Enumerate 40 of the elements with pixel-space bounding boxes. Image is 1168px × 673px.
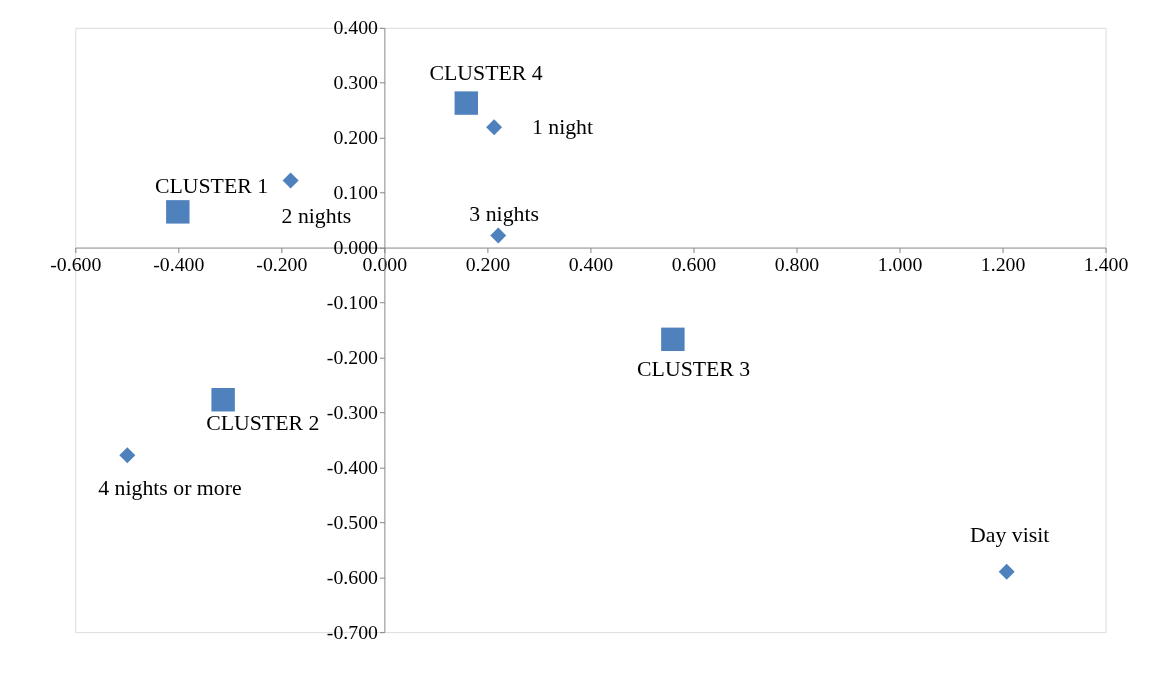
point xyxy=(661,327,685,352)
x-tick-label: 0.800 xyxy=(774,252,820,275)
y-tick-label: -0.100 xyxy=(326,290,379,313)
annotation: CLUSTER 2 xyxy=(206,411,320,436)
x-tick-label: -0.200 xyxy=(256,252,308,275)
annotation: Day visit xyxy=(970,522,1050,547)
x-tick-label: 1.200 xyxy=(980,252,1026,275)
point xyxy=(454,91,479,115)
y-tick-label: -0.500 xyxy=(326,510,379,533)
y-tick-label: -0.600 xyxy=(326,565,379,588)
point xyxy=(998,563,1015,580)
annotation: CLUSTER 3 xyxy=(637,356,751,381)
x-tick-label: 1.400 xyxy=(1083,252,1129,275)
y-tick-label: 0.000 xyxy=(333,236,379,259)
annotation: 4 nights or more xyxy=(98,475,242,500)
annotation: 2 nights xyxy=(281,204,352,229)
y-tick-label: 0.200 xyxy=(333,126,379,149)
point xyxy=(211,388,235,412)
point xyxy=(490,227,507,244)
y-tick-label: -0.700 xyxy=(326,620,379,643)
x-tick-label: -0.600 xyxy=(50,252,102,275)
annotation: CLUSTER 1 xyxy=(154,174,269,199)
y-tick-label: -0.300 xyxy=(326,400,379,423)
y-tick-label: 0.400 xyxy=(333,16,379,39)
y-tick-label: 0.300 xyxy=(333,71,379,94)
x-tick-label: 0.200 xyxy=(465,252,511,275)
y-tick-label: -0.400 xyxy=(326,455,379,478)
y-tick-label: 0.100 xyxy=(333,181,379,204)
annotation: 1 night xyxy=(531,115,594,140)
point xyxy=(166,200,190,224)
annotation: CLUSTER 4 xyxy=(429,61,543,86)
x-tick-label: 1.000 xyxy=(877,252,923,275)
x-tick-label: -0.400 xyxy=(153,252,205,275)
x-tick-label: 0.400 xyxy=(568,252,614,275)
point xyxy=(119,447,136,464)
annotation: 3 nights xyxy=(469,201,539,226)
point xyxy=(486,119,503,136)
x-tick-label: 0.600 xyxy=(671,252,717,275)
point xyxy=(282,172,299,189)
y-tick-label: -0.200 xyxy=(326,345,379,368)
